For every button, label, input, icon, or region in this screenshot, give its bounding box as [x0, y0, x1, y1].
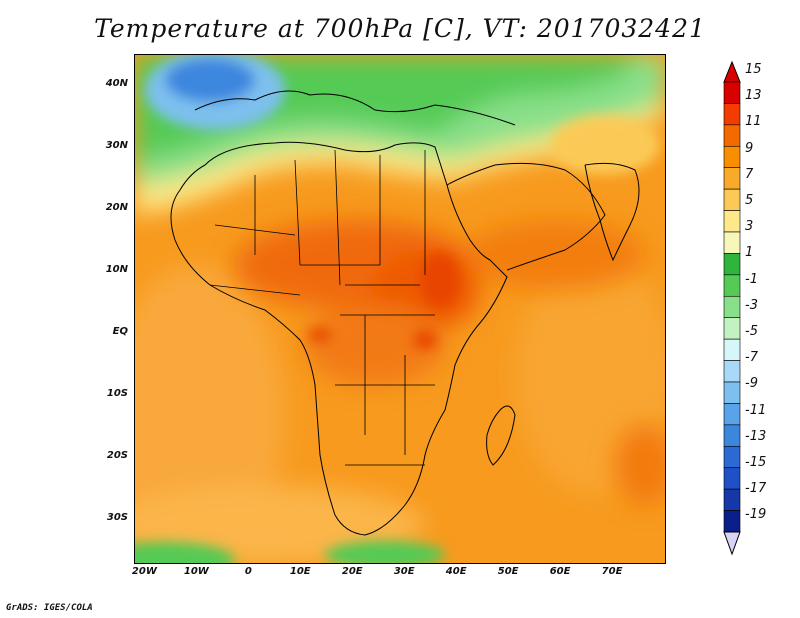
border-lines: [209, 149, 435, 466]
lon-tick-label: 10W: [183, 566, 209, 577]
colorbar-segment: [723, 124, 741, 147]
arabia-coastline: [446, 162, 606, 271]
colorbar-segment: [723, 381, 741, 404]
colorbar-label: -17: [745, 481, 767, 497]
colorbar-label: -9: [745, 376, 758, 392]
south-tip-green: [135, 542, 235, 563]
iberia-cold-core: [165, 58, 255, 102]
colorbar-segment: [723, 317, 741, 340]
east-africa-hot-spot: [413, 330, 437, 350]
colorbar-segment: [723, 467, 741, 490]
colorbar-segment: [723, 81, 741, 104]
colorbar-segment: [723, 360, 741, 383]
lon-tick-label: 50E: [497, 566, 519, 577]
lat-tick-label: 30S: [106, 511, 128, 523]
lat-tick-label: 10S: [106, 387, 128, 399]
colorbar-under-triangle: [723, 531, 741, 556]
colorbar-segment: [723, 338, 741, 361]
arabia-warm-band: [465, 220, 645, 290]
colorbar-segment: [723, 510, 741, 533]
lat-tick-label: 20N: [105, 201, 128, 213]
madagascar-outline: [486, 405, 516, 466]
colorbar-segment: [723, 403, 741, 426]
colorbar-label: 13: [745, 88, 762, 104]
colorbar-label: -15: [745, 455, 767, 470]
lon-tick-label: 20E: [341, 566, 363, 577]
lon-tick-label: 30E: [393, 566, 415, 577]
colorbar-over-triangle: [723, 60, 741, 83]
colorbar-label: 11: [745, 114, 762, 130]
colorbar-segment: [723, 103, 741, 126]
credit-text: GrADS: IGES/COLA: [6, 603, 93, 613]
colorbar-segment: [723, 295, 741, 319]
lon-tick-label: 40E: [445, 566, 467, 577]
lon-tick-label: 10E: [289, 566, 311, 577]
colorbar-label: -5: [745, 324, 758, 339]
colorbar-segment: [723, 424, 741, 447]
colorbar-segment: [723, 188, 741, 211]
colorbar-segment: [723, 445, 741, 469]
colorbar-segment: [723, 253, 741, 276]
lat-tick-label: 40N: [105, 77, 128, 89]
map-title: Temperature at 700hPa [C], VT: 201703242…: [94, 14, 706, 43]
lon-tick-label: 70E: [601, 566, 623, 577]
india-outline: [584, 162, 640, 262]
colorbar-label: -3: [745, 297, 758, 313]
temperature-map: [135, 55, 665, 563]
colorbar-label: 9: [745, 140, 754, 156]
gabon-hot-spot: [308, 327, 332, 343]
colorbar-label: 5: [745, 193, 754, 208]
congo-warm: [305, 305, 445, 385]
colorbar-segment: [723, 210, 741, 233]
africa-coastline: [170, 141, 508, 536]
colorbar-segment: [723, 167, 741, 190]
colorbar-segment: [723, 145, 741, 169]
colorbar-segment: [723, 274, 741, 297]
mozambique-warm: [615, 425, 665, 505]
map-panel: [134, 54, 666, 564]
colorbar-label: -19: [745, 507, 767, 523]
colorbar-segment: [723, 231, 741, 254]
colorbar-label: -7: [745, 350, 758, 366]
lat-tick-label: 30N: [105, 139, 128, 151]
colorbar-label: -11: [745, 402, 767, 418]
lat-tick-label: 10N: [105, 263, 128, 275]
lon-tick-label: 20W: [131, 566, 157, 577]
ethiopia-hot-spot: [420, 252, 460, 308]
lat-tick-label: 20S: [106, 449, 128, 461]
colorbar-label: 1: [745, 245, 754, 261]
arabia-yellow-pocket: [550, 115, 660, 175]
south-africa-green: [325, 541, 445, 563]
colorbar-label: -13: [745, 428, 767, 444]
colorbar-label: 15: [745, 62, 762, 77]
lon-tick-label: 0: [244, 566, 252, 577]
colorbar-label: 3: [745, 219, 754, 235]
colorbar-label: -1: [745, 271, 758, 287]
lat-tick-label: EQ: [112, 325, 128, 337]
colorbar-label: 7: [745, 166, 754, 182]
europe-coast: [194, 90, 516, 126]
colorbar-segment: [723, 488, 741, 511]
lon-tick-label: 60E: [549, 566, 571, 577]
